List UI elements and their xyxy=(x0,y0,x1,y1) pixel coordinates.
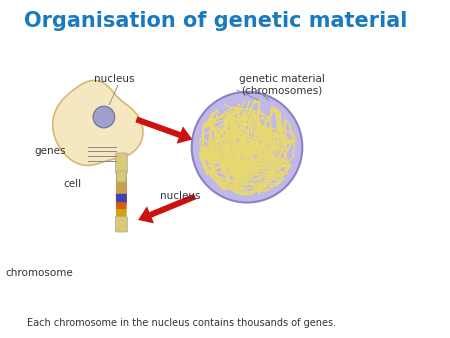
FancyBboxPatch shape xyxy=(116,194,127,203)
FancyBboxPatch shape xyxy=(116,179,127,188)
Text: genes: genes xyxy=(35,146,66,155)
Text: Each chromosome in the nucleus contains thousands of genes.: Each chromosome in the nucleus contains … xyxy=(27,318,336,328)
FancyBboxPatch shape xyxy=(115,217,127,232)
FancyBboxPatch shape xyxy=(116,194,127,204)
Text: nucleus: nucleus xyxy=(160,191,200,201)
FancyBboxPatch shape xyxy=(117,171,126,182)
Text: cell: cell xyxy=(63,179,82,189)
Circle shape xyxy=(93,106,115,128)
Polygon shape xyxy=(135,117,193,144)
FancyBboxPatch shape xyxy=(116,172,127,179)
FancyBboxPatch shape xyxy=(115,153,127,173)
Text: Organisation of genetic material: Organisation of genetic material xyxy=(24,11,408,31)
Text: genetic material
(chromosomes): genetic material (chromosomes) xyxy=(239,74,325,95)
Polygon shape xyxy=(53,80,143,165)
FancyBboxPatch shape xyxy=(116,202,127,210)
Circle shape xyxy=(192,92,302,202)
Text: nucleus: nucleus xyxy=(94,74,135,83)
Text: chromosome: chromosome xyxy=(5,268,73,278)
Polygon shape xyxy=(138,194,196,223)
FancyBboxPatch shape xyxy=(116,187,127,194)
FancyBboxPatch shape xyxy=(116,209,127,218)
FancyBboxPatch shape xyxy=(116,180,127,194)
